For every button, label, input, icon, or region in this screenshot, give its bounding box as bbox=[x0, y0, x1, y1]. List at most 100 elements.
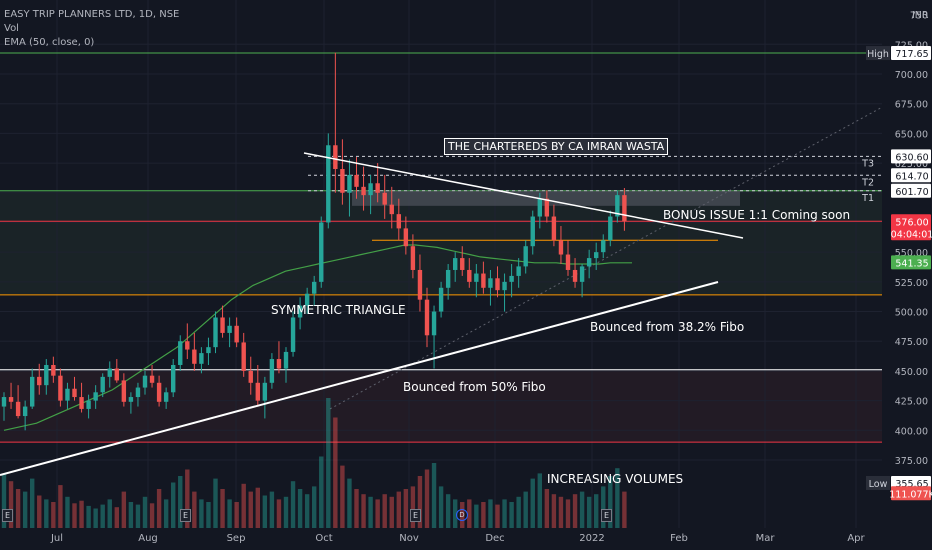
resistance-zone bbox=[352, 190, 740, 206]
candle-body bbox=[615, 195, 620, 217]
candle-body bbox=[488, 278, 493, 288]
volume-bar bbox=[262, 495, 268, 528]
hl-label-box bbox=[866, 46, 890, 61]
volume-bar bbox=[467, 499, 472, 528]
target-label: T2 bbox=[861, 177, 874, 188]
price-tag-target bbox=[891, 183, 931, 198]
volume-bar bbox=[431, 463, 437, 528]
volume-bar bbox=[304, 494, 310, 528]
volume-bar bbox=[333, 417, 338, 528]
candle-body bbox=[333, 145, 338, 170]
volume-bar bbox=[121, 491, 127, 528]
volume-bar bbox=[502, 499, 507, 528]
volume-bar bbox=[255, 487, 260, 528]
price-tag-value: 630.60 bbox=[895, 152, 928, 163]
symbol-title[interactable]: EASY TRIP PLANNERS LTD, 1D, NSE bbox=[4, 9, 180, 20]
candle-body bbox=[509, 275, 514, 282]
candle-body bbox=[460, 258, 465, 270]
volume-bar bbox=[474, 504, 479, 528]
volume-bar bbox=[438, 486, 444, 528]
y-tick-label: 425.00 bbox=[895, 397, 928, 408]
earnings-event-icon[interactable]: E bbox=[410, 509, 421, 522]
candle-body bbox=[171, 364, 176, 393]
volume-bar bbox=[340, 465, 345, 528]
candle-body bbox=[241, 342, 246, 371]
volume-bar bbox=[79, 500, 84, 528]
volume-bar bbox=[178, 476, 183, 528]
earnings-event-icon[interactable]: E bbox=[180, 509, 191, 522]
candle-body bbox=[594, 252, 599, 259]
candle-body bbox=[389, 204, 394, 215]
volume-bar bbox=[396, 491, 401, 528]
candle-body bbox=[86, 400, 91, 409]
candle-body bbox=[178, 341, 183, 365]
currency-label: INR bbox=[912, 10, 929, 21]
volume-bar bbox=[622, 491, 627, 528]
ema-legend[interactable]: EMA (50, close, 0) bbox=[4, 37, 95, 48]
volumes-annotation: INCREASING VOLUMES bbox=[547, 472, 684, 486]
earnings-event-icon[interactable]: E bbox=[2, 509, 13, 522]
volume-bar bbox=[156, 489, 162, 528]
volume-bar bbox=[354, 489, 359, 528]
volume-bar bbox=[135, 504, 141, 528]
candle-body bbox=[255, 382, 260, 401]
volume-bar bbox=[544, 489, 550, 528]
candle-body bbox=[297, 305, 303, 318]
candle-body bbox=[502, 281, 507, 291]
volume-bar bbox=[445, 494, 451, 528]
price-tag-value: 601.70 bbox=[895, 187, 928, 198]
candle-body bbox=[375, 183, 380, 193]
candle-body bbox=[248, 370, 253, 383]
volume-bar bbox=[163, 499, 169, 528]
volume-bar bbox=[297, 489, 303, 528]
candle-body bbox=[79, 397, 84, 409]
vol-legend[interactable]: Vol bbox=[4, 23, 19, 34]
dividend-event-icon[interactable]: D bbox=[456, 509, 468, 521]
volume-bar bbox=[234, 502, 239, 528]
volume-bar bbox=[1, 473, 7, 528]
volume-bar bbox=[51, 502, 56, 528]
volume-bar bbox=[93, 508, 98, 528]
volume-bar bbox=[241, 483, 246, 528]
volume-bar bbox=[22, 491, 28, 528]
volume-bar bbox=[199, 499, 204, 528]
candle-body bbox=[227, 325, 232, 333]
earnings-event-icon[interactable]: E bbox=[601, 509, 612, 522]
candle-body bbox=[1, 397, 7, 407]
candle-body bbox=[276, 359, 282, 369]
volume-bar bbox=[227, 499, 232, 528]
candle-body bbox=[72, 388, 77, 398]
candle-body bbox=[354, 174, 359, 187]
candle-body bbox=[431, 311, 437, 336]
candle-body bbox=[608, 216, 613, 241]
volume-bar bbox=[601, 486, 606, 528]
volume-bar bbox=[424, 469, 430, 528]
volume-bar bbox=[283, 496, 289, 528]
volume-bar bbox=[171, 482, 176, 528]
price-tag-value: 541.35 bbox=[895, 258, 928, 269]
candle-body bbox=[149, 375, 155, 383]
candle-body bbox=[185, 341, 190, 350]
candle-body bbox=[121, 380, 127, 402]
price-tag-last bbox=[891, 214, 931, 241]
candle-body bbox=[445, 269, 451, 288]
candle-body bbox=[312, 281, 317, 294]
candle-body bbox=[163, 392, 169, 402]
x-tick-label: Apr bbox=[847, 533, 865, 544]
candle-body bbox=[326, 145, 331, 223]
volume-bar bbox=[586, 496, 592, 528]
candle-body bbox=[481, 273, 486, 288]
volume-bar bbox=[417, 476, 423, 528]
y-tick-label: 750 bbox=[910, 11, 928, 22]
volume-bar bbox=[615, 468, 620, 528]
price-tag-hl bbox=[891, 46, 931, 61]
y-tick-label: 450.00 bbox=[895, 367, 928, 378]
y-tick-label: 400.00 bbox=[895, 426, 928, 437]
volume-bar bbox=[594, 494, 599, 528]
volume-bar bbox=[375, 499, 380, 528]
volume-bar bbox=[530, 478, 535, 528]
volume-bar bbox=[537, 473, 542, 528]
price-tag-target bbox=[891, 149, 931, 164]
volume-bar bbox=[206, 502, 211, 528]
candle-body bbox=[347, 174, 352, 193]
